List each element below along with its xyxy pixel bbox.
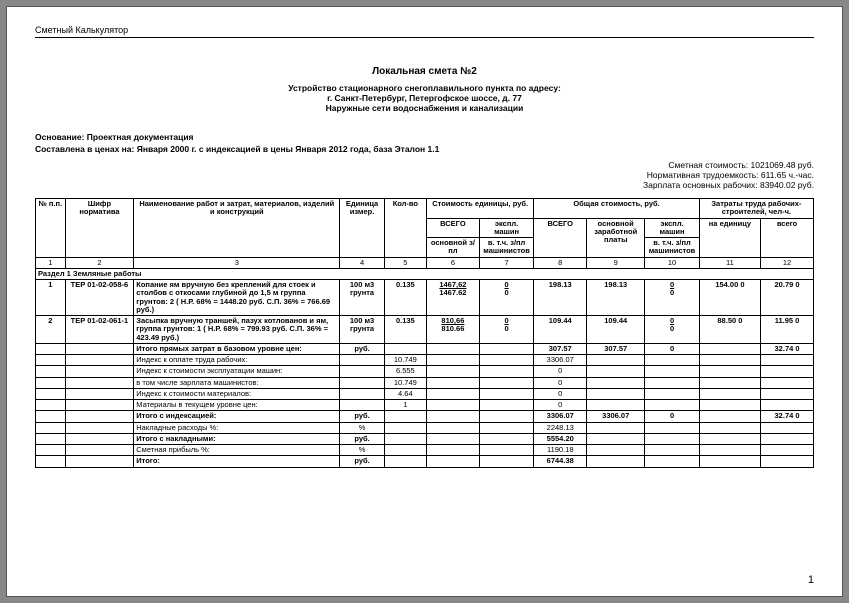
composed-text: Составлена в ценах на: Января 2000 г. с … <box>35 144 814 154</box>
section-row: Раздел 1 Земляные работы <box>36 268 814 279</box>
coln-7: 7 <box>479 257 533 268</box>
summary-row: Материалы в текущем уровне цен:10 <box>36 400 814 411</box>
hdr-tc-machw: в. т.ч. з/пл машинистов <box>645 238 699 258</box>
summary-row: Итого с накладными:руб.5554.20 <box>36 433 814 444</box>
summary-row: Сметная прибыль %:%1190.18 <box>36 445 814 456</box>
page-number: 1 <box>808 574 814 586</box>
coln-10: 10 <box>645 257 699 268</box>
table-row: 2ТЕР 01-02-061-1Засыпка вручную траншей,… <box>36 316 814 344</box>
subtitle-line-2: г. Санкт-Петербург, Петергофское шоссе, … <box>327 93 522 103</box>
hdr-lb-unit: на единицу <box>699 218 760 257</box>
coln-12: 12 <box>761 257 814 268</box>
cost-meta: Сметная стоимость: 1021069.48 руб. Норма… <box>35 160 814 191</box>
coln-5: 5 <box>384 257 426 268</box>
table-body: Раздел 1 Земляные работы1ТЕР 01-02-058-6… <box>36 268 814 467</box>
hdr-uc-wage: основной з/пл <box>426 238 479 258</box>
meta-cost: Сметная стоимость: 1021069.48 руб. <box>668 160 814 170</box>
table-row: 1ТЕР 01-02-058-6Копание ям вручную без к… <box>36 280 814 316</box>
coln-6: 6 <box>426 257 479 268</box>
hdr-unit-cost: Стоимость единицы, руб. <box>426 199 533 219</box>
hdr-tc-total: ВСЕГО <box>534 218 587 257</box>
summary-row: Итого:руб.6744.38 <box>36 456 814 467</box>
summary-row: Индекс к оплате труда рабочих:10.7493306… <box>36 355 814 366</box>
col-number-row: 1 2 3 4 5 6 7 8 9 10 11 12 <box>36 257 814 268</box>
estimate-table: № п.п. Шифр норматива Наименование работ… <box>35 198 814 468</box>
meta-labor: Нормативная трудоемкость: 611.65 ч.-час. <box>647 170 814 180</box>
hdr-qty: Кол-во <box>384 199 426 258</box>
hdr-labor: Затраты труда рабочих-строителей, чел-ч. <box>699 199 813 219</box>
hdr-tc-wage: основной заработной платы <box>587 218 645 257</box>
coln-4: 4 <box>340 257 384 268</box>
hdr-uc-mach: экспл. машин <box>479 218 533 238</box>
coln-8: 8 <box>534 257 587 268</box>
subtitle-line-1: Устройство стационарного снегоплавильног… <box>288 83 561 93</box>
basis-text: Основание: Проектная документация <box>35 132 814 142</box>
doc-subtitle: Устройство стационарного снегоплавильног… <box>35 83 814 114</box>
coln-1: 1 <box>36 257 66 268</box>
document-page: Сметный Калькулятор Локальная смета №2 У… <box>6 6 843 597</box>
hdr-lb-total: всего <box>761 218 814 257</box>
coln-2: 2 <box>65 257 134 268</box>
hdr-total-cost: Общая стоимость, руб. <box>534 199 699 219</box>
summary-row: Индекс к стоимости эксплуатации машин:6.… <box>36 366 814 377</box>
summary-row: Итого прямых затрат в базовом уровне цен… <box>36 343 814 354</box>
hdr-uc-machw: в. т.ч. з/пл машинистов <box>479 238 533 258</box>
summary-row: в том числе зарплата машинистов:10.7490 <box>36 377 814 388</box>
hdr-tc-mach: экспл. машин <box>645 218 699 238</box>
hdr-desc: Наименование работ и затрат, материалов,… <box>134 199 340 258</box>
table-header: № п.п. Шифр норматива Наименование работ… <box>36 199 814 269</box>
coln-3: 3 <box>134 257 340 268</box>
hdr-code: Шифр норматива <box>65 199 134 258</box>
summary-row: Индекс к стоимости материалов:4.640 <box>36 388 814 399</box>
summary-row: Итого с индексацией:руб.3306.073306.0703… <box>36 411 814 422</box>
app-title: Сметный Калькулятор <box>35 25 814 38</box>
hdr-unit: Единица измер. <box>340 199 384 258</box>
coln-11: 11 <box>699 257 760 268</box>
coln-9: 9 <box>587 257 645 268</box>
hdr-num: № п.п. <box>36 199 66 258</box>
meta-wage: Зарплата основных рабочих: 83940.02 руб. <box>643 180 814 190</box>
subtitle-line-3: Наружные сети водоснабжения и канализаци… <box>326 103 524 113</box>
summary-row: Накладные расходы %:%2248.13 <box>36 422 814 433</box>
doc-title: Локальная смета №2 <box>35 66 814 77</box>
hdr-uc-total: ВСЕГО <box>426 218 479 238</box>
